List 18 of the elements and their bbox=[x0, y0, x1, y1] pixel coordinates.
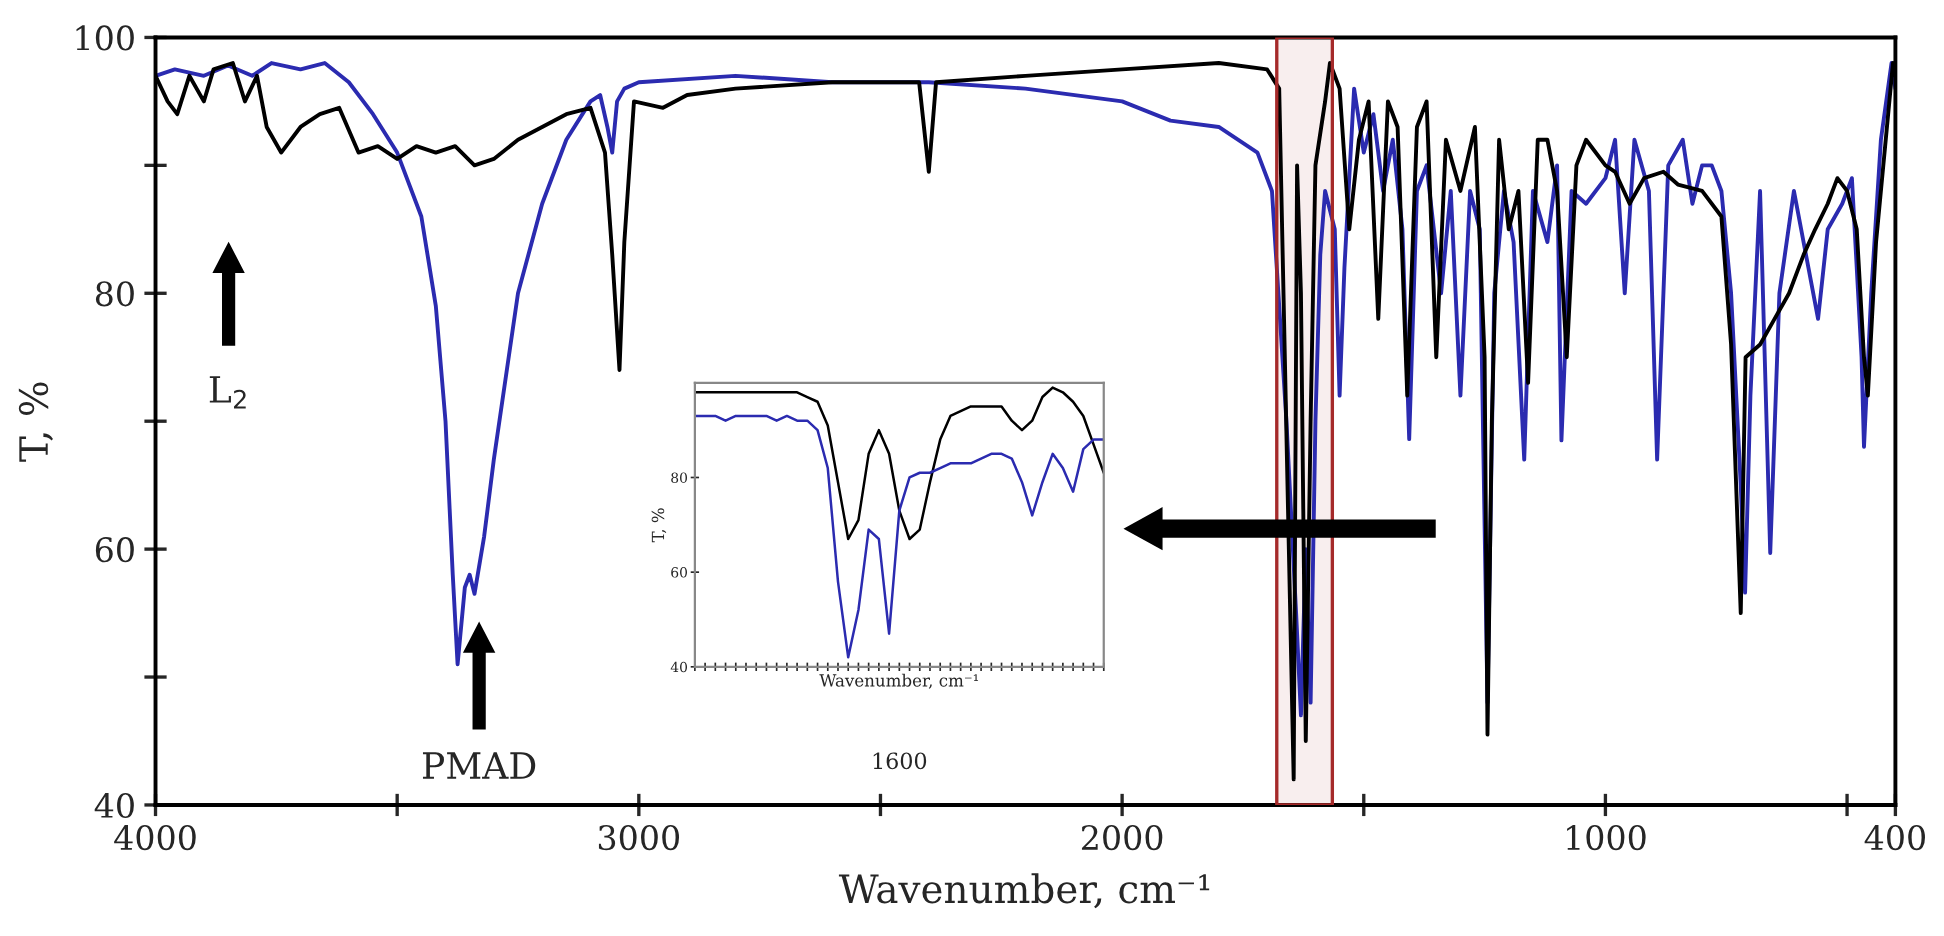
x-tick-label: 3000 bbox=[598, 824, 680, 851]
y-tick-label: 60 bbox=[95, 537, 134, 563]
y-tick-label: 80 bbox=[95, 281, 134, 307]
y-tick-label: 40 bbox=[94, 792, 134, 819]
x-axis-title: Wavenumber, cm⁻¹ bbox=[819, 673, 979, 689]
line-series bbox=[694, 414, 1104, 659]
x-tick-label: 1000 bbox=[1567, 824, 1646, 851]
y-axis-title: T, % bbox=[651, 508, 667, 543]
y-tick-label: 100 bbox=[76, 25, 134, 51]
x-tick-label: 2000 bbox=[1081, 824, 1163, 851]
annotation: PMAD bbox=[422, 752, 536, 779]
x-tick-label: 400 bbox=[1864, 824, 1925, 851]
y-axis-title: T, % bbox=[18, 382, 53, 462]
annotation: L$_{2}$ bbox=[209, 376, 246, 409]
x-tick-label: 4000 bbox=[114, 824, 196, 851]
annotation: 1600 bbox=[873, 752, 927, 770]
x-axis-title: Wavenumber, cm⁻¹ bbox=[838, 873, 1210, 909]
line-series bbox=[694, 386, 1104, 541]
